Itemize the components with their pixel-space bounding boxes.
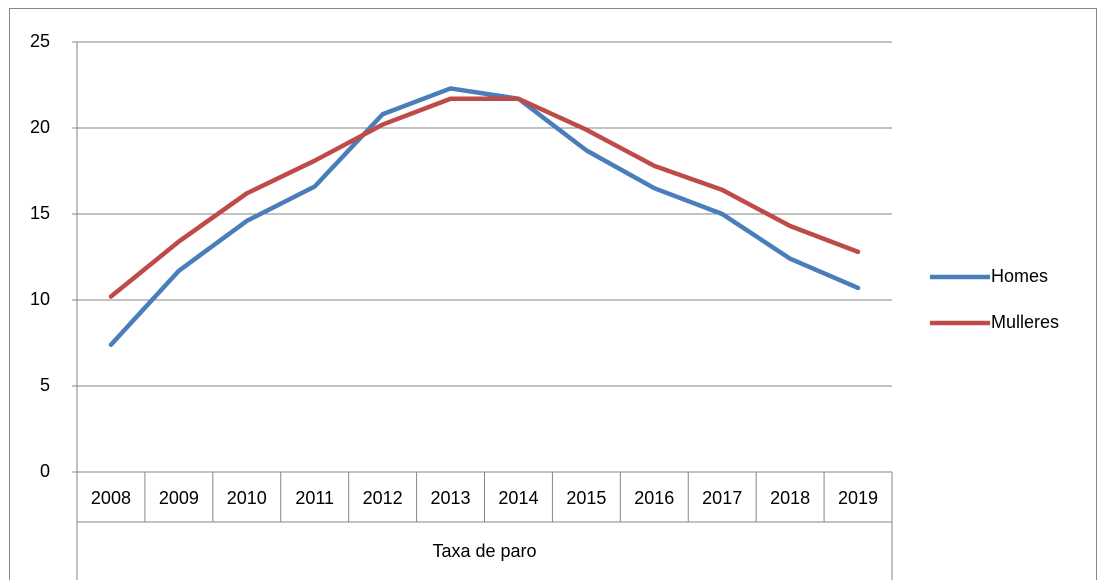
x-tick-label: 2018 xyxy=(770,488,810,508)
x-tick-label: 2016 xyxy=(634,488,674,508)
y-tick-label: 15 xyxy=(30,203,50,223)
y-tick-label: 5 xyxy=(40,375,50,395)
x-axis-label: Taxa de paro xyxy=(432,541,536,561)
series-line xyxy=(108,86,861,347)
x-tick-label: 2014 xyxy=(498,488,538,508)
y-tick-label: 0 xyxy=(40,461,50,481)
x-tick-label: 2019 xyxy=(838,488,878,508)
legend-label: Mulleres xyxy=(991,312,1059,332)
chart-frame xyxy=(9,8,1097,580)
legend-label: Homes xyxy=(991,266,1048,286)
x-tick-label: 2017 xyxy=(702,488,742,508)
y-tick-label: 10 xyxy=(30,289,50,309)
x-tick-label: 2008 xyxy=(91,488,131,508)
x-tick-label: 2010 xyxy=(227,488,267,508)
x-tick-label: 2013 xyxy=(431,488,471,508)
x-tick-label: 2009 xyxy=(159,488,199,508)
x-tick-label: 2015 xyxy=(566,488,606,508)
series-line xyxy=(108,96,861,299)
x-tick-label: 2012 xyxy=(363,488,403,508)
y-tick-label: 20 xyxy=(30,117,50,137)
y-tick-label: 25 xyxy=(30,31,50,51)
x-tick-label: 2011 xyxy=(295,488,334,508)
